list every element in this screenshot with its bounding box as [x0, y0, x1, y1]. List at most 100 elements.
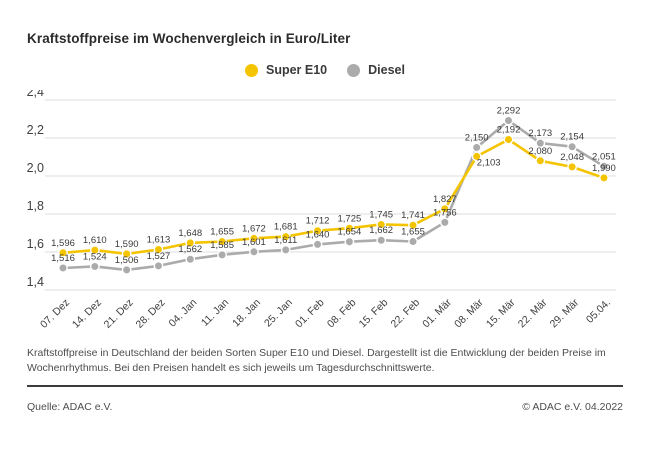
data-point-label: 2,080 [528, 146, 552, 157]
data-point [535, 138, 546, 149]
data-point [153, 244, 164, 255]
data-point [249, 233, 259, 244]
data-point [376, 219, 387, 230]
data-point-label: 1,681 [274, 222, 298, 233]
series-line-super-e10 [62, 138, 605, 256]
data-point [344, 236, 355, 247]
data-point [312, 239, 323, 250]
x-axis-tick-label: 22. Feb [388, 297, 422, 331]
series-line-diesel [62, 119, 605, 272]
data-point-label: 1,610 [83, 235, 107, 246]
x-axis-tick-label: 18. Jan [230, 297, 263, 330]
data-point-label: 1,611 [274, 235, 297, 246]
data-point [312, 225, 323, 236]
y-axis-tick-label: 1,8 [27, 199, 44, 213]
data-point [408, 220, 418, 231]
data-point-label: 1,585 [210, 240, 234, 251]
y-axis-tick-label: 2,2 [27, 123, 44, 137]
data-point-label: 2,173 [528, 128, 552, 139]
data-point-label: 1,524 [83, 251, 107, 262]
data-point-label: 1,672 [242, 223, 266, 234]
data-point [567, 141, 578, 152]
data-point [217, 249, 228, 260]
y-axis-tick-label: 1,6 [27, 237, 44, 251]
x-axis-tick-label: 28. Dez [134, 297, 168, 331]
data-point-label: 1,596 [51, 238, 75, 249]
data-point-label: 1,506 [115, 255, 139, 266]
data-point [153, 260, 164, 271]
legend-label-super-e10: Super E10 [266, 63, 328, 77]
price-line-chart: 2,4 2,2 2,0 1,8 1,6 1,4 07. Dez 14. Dez 21. Dez 2… [0, 85, 650, 342]
data-point-label: 1,662 [369, 225, 393, 236]
legend-label-diesel: Diesel [368, 63, 405, 77]
data-point-label: 2,292 [497, 106, 521, 117]
x-axis-tick-label: 07. Dez [38, 297, 72, 331]
x-axis-tick-label: 11. Jan [199, 297, 231, 329]
footer: Quelle: ADAC e.V. © ADAC e.V. 04.2022 [27, 401, 623, 413]
data-point [471, 142, 482, 153]
data-point [503, 115, 514, 126]
x-axis-tick-label: 04. Jan [167, 297, 200, 330]
y-axis-tick-label: 2,0 [27, 161, 44, 175]
data-point [503, 134, 514, 145]
page-title: Kraftstoffpreise im Wochenvergleich in E… [27, 31, 351, 46]
data-point-label: 1,655 [210, 227, 234, 238]
data-point-label: 1,516 [51, 253, 75, 264]
data-point [280, 245, 291, 255]
copyright-label: © ADAC e.V. 04.2022 [522, 401, 623, 413]
x-axis-tick-label: 08. Feb [325, 297, 359, 331]
data-point [89, 245, 100, 256]
data-point-label: 1,527 [147, 251, 171, 262]
data-point-label: 1,741 [401, 210, 425, 221]
data-point-label: 1,654 [337, 227, 361, 238]
data-point-label: 1,562 [178, 244, 202, 255]
data-point-label: 1,745 [369, 209, 393, 220]
data-point-label: 1,601 [242, 237, 266, 248]
footer-divider [27, 385, 623, 387]
legend-item-diesel: Diesel [347, 63, 405, 77]
data-point-label: 1,648 [178, 228, 202, 239]
legend: Super E10 Diesel [0, 63, 650, 77]
x-axis-tick-label: 15. Mär [484, 296, 518, 330]
data-point [58, 247, 68, 258]
data-point-label: 2,192 [497, 125, 521, 136]
data-point [121, 264, 132, 275]
legend-item-super-e10: Super E10 [245, 63, 327, 77]
x-axis-tick-label: 08. Mär [452, 296, 486, 330]
data-point [121, 248, 132, 259]
data-point-label: 1,827 [433, 194, 457, 205]
data-point-label: 1,613 [147, 235, 171, 246]
x-axis-tick-label: 21. Dez [102, 297, 136, 331]
data-point [249, 246, 259, 257]
data-point-label: 1,990 [592, 163, 616, 174]
data-point-label: 2,103 [477, 157, 501, 168]
x-axis-tick-label: 05.04. [584, 297, 613, 326]
x-axis-tick-label: 01. Mär [420, 296, 454, 330]
data-point-label: 1,712 [306, 216, 330, 227]
data-point [535, 155, 546, 166]
data-point [408, 236, 418, 247]
data-point [471, 151, 482, 162]
data-point [185, 237, 196, 248]
data-point-label: 1,640 [306, 229, 330, 240]
diesel-dot-icon [347, 63, 361, 77]
chart-description: Kraftstoffpreise in Deutschland der beid… [27, 347, 606, 374]
y-axis-tick-label: 2,4 [27, 90, 44, 99]
data-point [89, 261, 100, 272]
x-axis-tick-label: 01. Feb [293, 297, 327, 331]
data-point-label: 2,150 [465, 133, 489, 144]
x-axis-tick-label: 25. Jan [262, 297, 295, 330]
data-point [599, 161, 609, 172]
x-axis-tick-label: 14. Dez [70, 297, 104, 331]
data-point [185, 254, 196, 265]
data-point [567, 161, 578, 172]
source-label: Quelle: ADAC e.V. [27, 401, 113, 413]
x-axis-tick-label: 15. Feb [357, 297, 391, 331]
x-axis-tick-label: 29. Mär [548, 296, 582, 330]
data-point [217, 236, 228, 247]
data-point [599, 173, 609, 183]
data-point [376, 235, 387, 246]
data-point-label: 1,655 [401, 227, 425, 238]
